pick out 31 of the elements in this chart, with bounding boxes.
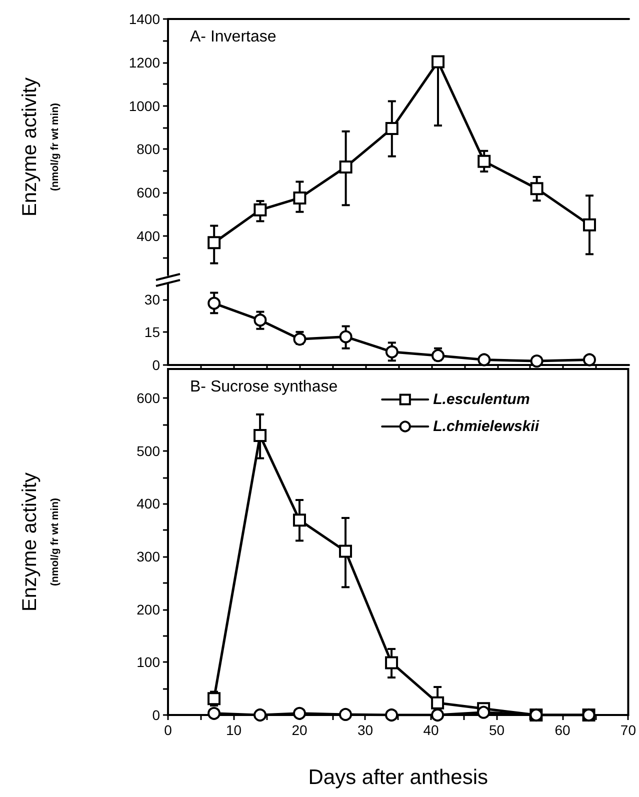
x-tick-label: 10 [226,722,242,738]
legend-label: L.chmielewskii [433,418,540,435]
x-tick-label: 70 [620,722,636,738]
x-tick-label: 30 [357,722,374,738]
y-tick-label: 300 [136,548,160,565]
x-tick-label: 50 [488,722,505,738]
y-axis-title: Enzyme activity (nmol/g fr wt min) [19,472,61,612]
text: A- Invertase [190,28,276,46]
legend-label: L.esculentum [433,391,530,408]
x-axis-title: Days after anthesis [308,766,488,789]
y-tick-label: 100 [136,654,160,670]
y-tick-label: 1000 [128,98,160,114]
y-tick-label: 0 [152,357,160,373]
y-tick-label: 1200 [128,54,160,70]
y-tick-label: 200 [136,601,160,618]
y-tick-label: 400 [136,496,160,512]
y-tick-label: 30 [144,291,160,308]
y-tick-label: 800 [136,141,160,158]
text: B- Sucrose synthase [190,378,338,396]
y-axis-title: Enzyme activity (nmol/g fr wt min) [19,78,61,216]
y-tick-label: 400 [136,228,160,244]
x-tick-label: 40 [423,722,439,738]
y-tick-label: 1400 [128,11,160,27]
y-tick-label: 600 [136,390,160,406]
y-tick-label: 500 [136,442,160,459]
x-tick-label: 60 [554,722,570,738]
y-tick-label: 600 [136,184,160,201]
x-tick-label: 0 [164,722,172,738]
x-tick-label: 20 [292,722,308,738]
y-tick-label: 15 [144,324,160,340]
y-tick-label: 0 [152,707,160,723]
